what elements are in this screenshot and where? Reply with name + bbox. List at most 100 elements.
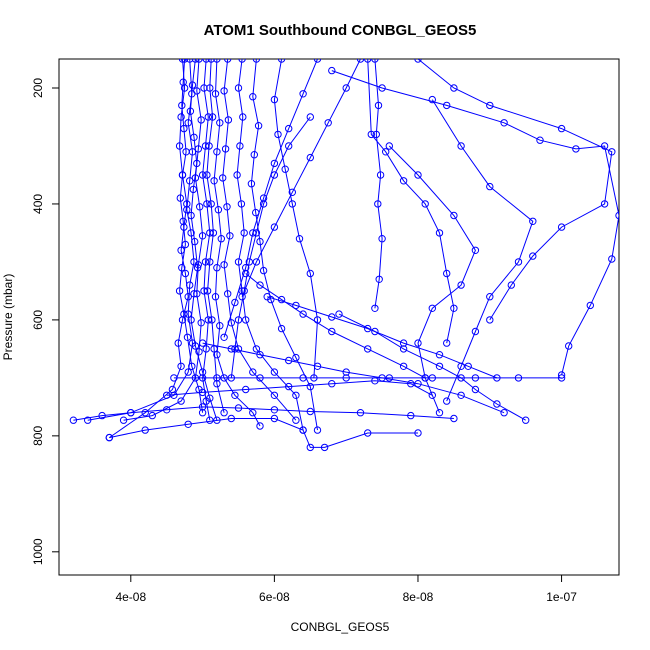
series-28 (263, 293, 501, 382)
data-point (213, 264, 221, 272)
data-point (414, 339, 422, 347)
data-point (372, 130, 380, 139)
data-point (328, 327, 336, 336)
series-25 (203, 59, 228, 417)
data-point (270, 414, 279, 423)
data-point (181, 240, 190, 249)
data-point (371, 304, 379, 312)
data-point (98, 411, 106, 420)
series-12 (364, 59, 458, 347)
series-line (338, 313, 526, 421)
data-point (356, 409, 365, 417)
data-point (557, 223, 566, 231)
data-point (306, 443, 314, 452)
y-tick-label: 400 (31, 194, 45, 214)
series-18 (170, 374, 566, 382)
data-point (252, 258, 261, 266)
data-point (443, 101, 451, 110)
data-point (220, 87, 228, 95)
data-point (224, 116, 233, 124)
data-point (292, 416, 300, 424)
y-tick-label: 200 (31, 78, 45, 98)
series-line (166, 380, 433, 396)
data-point (141, 409, 149, 417)
series-line (179, 59, 204, 413)
data-point (292, 353, 300, 362)
data-point (263, 293, 271, 301)
series-23 (175, 59, 207, 417)
data-point (217, 235, 226, 243)
data-point (141, 426, 149, 434)
data-point (206, 416, 214, 424)
data-point (227, 374, 236, 382)
data-point (213, 380, 221, 388)
series-20 (105, 414, 422, 452)
series-line (73, 406, 454, 421)
data-point (371, 327, 379, 336)
data-point (270, 391, 279, 399)
data-point (197, 116, 205, 124)
series-26 (227, 113, 314, 382)
data-point (407, 380, 415, 388)
data-point (324, 119, 332, 127)
data-point (486, 182, 494, 191)
series-16 (385, 142, 480, 417)
data-point (335, 310, 343, 318)
data-point (256, 351, 264, 359)
data-point (206, 84, 214, 92)
data-point (176, 194, 185, 202)
data-point (190, 133, 198, 142)
data-point (281, 165, 289, 173)
data-point (182, 148, 190, 156)
x-tick-label: 6e-08 (259, 590, 290, 604)
data-point (428, 374, 436, 382)
data-point (187, 229, 195, 237)
data-point (234, 84, 243, 92)
data-point (507, 281, 515, 289)
data-point (237, 200, 246, 208)
data-point (231, 298, 239, 307)
data-point (221, 145, 230, 153)
data-point (493, 400, 501, 408)
data-point (356, 59, 365, 63)
data-point (188, 362, 196, 370)
data-point (407, 411, 415, 420)
series-line (417, 59, 613, 321)
data-point (179, 217, 187, 226)
data-point (342, 368, 350, 376)
data-point (600, 142, 609, 150)
data-point (486, 293, 494, 301)
data-point (249, 93, 257, 101)
plot-area (69, 59, 619, 452)
data-point (270, 223, 279, 231)
data-point (181, 269, 190, 278)
series-line (367, 59, 455, 344)
data-point (186, 281, 194, 289)
data-point (342, 84, 350, 92)
data-point (213, 59, 221, 63)
data-point (522, 416, 530, 424)
data-point (189, 185, 198, 194)
data-point (231, 345, 239, 353)
data-point (236, 142, 244, 150)
data-point (193, 159, 201, 168)
data-point (457, 142, 465, 150)
data-point (195, 385, 203, 394)
data-point (270, 406, 279, 414)
data-point (178, 171, 187, 179)
data-point (193, 264, 202, 272)
data-point (421, 374, 429, 382)
data-point (270, 368, 279, 376)
series-line (250, 59, 318, 431)
data-point (203, 171, 211, 179)
series-line (331, 70, 619, 376)
data-point (198, 171, 207, 179)
data-point (428, 391, 436, 399)
data-point (288, 200, 296, 208)
data-point (198, 339, 207, 347)
data-point (190, 290, 198, 298)
data-point (163, 391, 171, 399)
data-point (306, 269, 314, 278)
data-point (213, 416, 221, 424)
series-line (245, 273, 426, 379)
